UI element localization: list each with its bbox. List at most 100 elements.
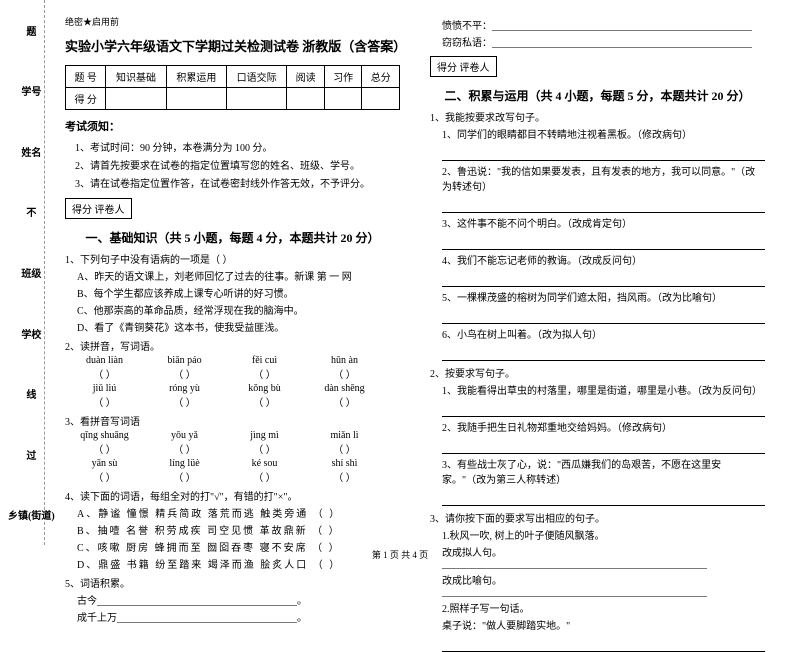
margin-label: 姓名 [8, 144, 55, 159]
pinyin: biān páo [167, 355, 201, 366]
pinyin: jiǔ liú [93, 383, 117, 394]
fill-blank: 窃窃私语：___________________________________… [442, 34, 765, 49]
score-cell [324, 88, 362, 110]
score-cell [106, 88, 166, 110]
fill-blank: 古今______________________________________… [77, 592, 400, 607]
sub-question: 1.秋风一吹, 树上的叶子便随风飘落。 [442, 527, 765, 542]
score-header: 题 号 [66, 66, 106, 88]
score-cell [287, 88, 325, 110]
answer-paren: （ ） [173, 441, 196, 456]
answer-line [442, 440, 765, 454]
sub-question: 2.照样子写一句话。 [442, 600, 765, 615]
question-3: 3、看拼音写词语 [65, 413, 400, 428]
section-1-title: 一、基础知识（共 5 小题，每题 4 分，本题共计 20 分） [65, 229, 400, 246]
answer-paren: （ ） [333, 441, 356, 456]
fill-blank: 成千上万____________________________________… [77, 609, 400, 624]
margin-label: 学校 [8, 326, 55, 341]
notice-title: 考试须知： [65, 118, 400, 134]
answer-line [442, 199, 765, 213]
answer-line [442, 147, 765, 161]
margin-label: 线 [8, 386, 55, 401]
answer-paren: （ ） [253, 469, 276, 484]
score-row-label: 得 分 [66, 88, 106, 110]
pinyin-row: jiǔ liú（ ） róng yù（ ） kǒng bù（ ） dàn shē… [77, 383, 400, 409]
pinyin: róng yù [169, 383, 200, 394]
answer-line [442, 310, 765, 324]
sub-question: 2、我随手把生日礼物郑重地交给妈妈。（修改病句） [442, 419, 765, 434]
answer-paren: （ ） [253, 366, 276, 381]
answer-paren: （ ） [93, 394, 116, 409]
pinyin-row: qīng shuāng（ ） yōu yǎ（ ） jìng mì（ ） miǎn… [77, 430, 400, 456]
score-header: 积累运用 [166, 66, 226, 88]
score-header: 知识基础 [106, 66, 166, 88]
answer-paren: （ ） [93, 441, 116, 456]
answer-paren: （ ） [173, 469, 196, 484]
pinyin: qīng shuāng [80, 430, 129, 441]
pinyin: fěi cuì [252, 355, 277, 366]
sub-question: 1、同学们的眼睛都目不转睛地注视着黑板。（修改病句） [442, 126, 765, 141]
answer-line [442, 236, 765, 250]
question-2-2: 2、按要求写句子。 [430, 365, 765, 380]
margin-label: 过 [8, 447, 55, 462]
word-option: A、静谧 憧憬 精兵简政 落荒而逃 触类旁通 （ ） [77, 505, 400, 520]
answer-paren: （ ） [93, 469, 116, 484]
pinyin-row: yān sù（ ） líng lüè（ ） ké sou（ ） shí shì（… [77, 458, 400, 484]
pinyin: shí shì [332, 458, 358, 469]
pinyin: dàn shēng [324, 383, 364, 394]
section-2-title: 二、积累与运用（共 4 小题，每题 5 分，本题共计 20 分） [430, 87, 765, 104]
notice-item: 3、请在试卷指定位置作答，在试卷密封线外作答无效，不予评分。 [75, 175, 400, 190]
pinyin: duàn liàn [86, 355, 123, 366]
pinyin: jìng mì [250, 430, 279, 441]
score-cell [362, 88, 400, 110]
answer-paren: （ ） [253, 394, 276, 409]
answer-paren: （ ） [173, 394, 196, 409]
sub-question: 6、小鸟在树上叫着。（改为拟人句） [442, 326, 765, 341]
margin-label: 班级 [8, 265, 55, 280]
word-option: B、抽噎 名誉 积劳成疾 司空见惯 革故鼎新 （ ） [77, 522, 400, 537]
sub-question: 3、有些战士灰了心，说："西瓜嫌我们的岛艰苦，不愿在这里安家。"（改为第三人称转… [442, 456, 765, 486]
answer-paren: （ ） [253, 441, 276, 456]
pinyin: yān sù [92, 458, 118, 469]
pinyin: líng lüè [169, 458, 199, 469]
question-4: 4、读下面的词语，每组全对的打"√"，有错的打"×"。 [65, 488, 400, 503]
answer-paren: （ ） [173, 366, 196, 381]
secret-label: 绝密★启用前 [65, 15, 400, 28]
sub-question: 5、一棵棵茂盛的榕树为同学们遮太阳，挡风雨。（改为比喻句） [442, 289, 765, 304]
answer-line [442, 403, 765, 417]
score-cell [166, 88, 226, 110]
pinyin: yōu yǎ [171, 430, 198, 441]
margin-label: 题 [8, 23, 55, 38]
answer-paren: （ ） [333, 366, 356, 381]
answer-line [442, 273, 765, 287]
question-5: 5、词语积累。 [65, 575, 400, 590]
answer-paren: （ ） [93, 366, 116, 381]
pinyin: kǒng bù [248, 383, 281, 394]
score-table: 题 号 知识基础 积累运用 口语交际 阅读 习作 总分 得 分 [65, 65, 400, 110]
question-1: 1、下列句子中没有语病的一项是（ ） [65, 251, 400, 266]
sub-question: 3、这件事不能不问个明白。（改成肯定句） [442, 215, 765, 230]
score-grader-box: 得分 评卷人 [65, 198, 132, 219]
question-2-1: 1、我能按要求改写句子。 [430, 109, 765, 124]
notice-item: 2、请首先按要求在试卷的指定位置填写您的姓名、班级、学号。 [75, 157, 400, 172]
question-2-3: 3、请你按下面的要求写出相应的句子。 [430, 510, 765, 525]
question-2: 2、读拼音，写词语。 [65, 338, 400, 353]
score-header: 口语交际 [227, 66, 287, 88]
option-a: A、昨天的语文课上，刘老师回忆了过去的往事。新课 第 一 网 [77, 268, 400, 283]
exam-title: 实验小学六年级语文下学期过关检测试卷 浙教版（含答案） [65, 36, 400, 55]
margin-label: 学号 [8, 83, 55, 98]
pinyin: ké sou [252, 458, 278, 469]
pinyin: miǎn lì [330, 430, 358, 441]
score-header: 总分 [362, 66, 400, 88]
score-header: 阅读 [287, 66, 325, 88]
fill-blank: 愤愤不平：___________________________________… [442, 17, 765, 32]
page-footer: 第 1 页 共 4 页 [0, 548, 800, 561]
margin-label: 乡镇(街道) [8, 507, 55, 522]
answer-line [442, 492, 765, 506]
answer-line [442, 638, 765, 652]
option-d: D、看了《青铜葵花》这本书，使我受益匪浅。 [77, 319, 400, 334]
pinyin: hūn àn [331, 355, 358, 366]
margin-label: 不 [8, 204, 55, 219]
sub-question: 桌子说："做人要脚踏实地。" [442, 617, 765, 632]
score-header: 习作 [324, 66, 362, 88]
answer-paren: （ ） [333, 394, 356, 409]
